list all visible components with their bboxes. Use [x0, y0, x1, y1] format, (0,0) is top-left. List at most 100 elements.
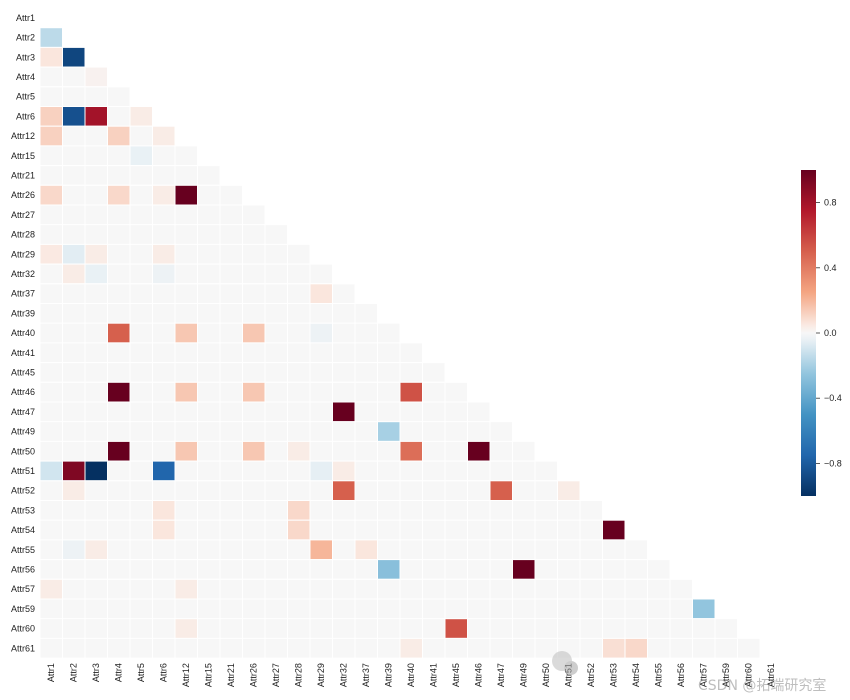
heatmap-cell: [264, 480, 288, 501]
heatmap-cell: [377, 401, 401, 423]
heatmap-cell: [377, 500, 401, 521]
heatmap-cell: [377, 578, 401, 600]
heatmap-cell: [242, 303, 266, 324]
heatmap-cell: [219, 578, 243, 600]
heatmap-cell: [399, 362, 423, 383]
heatmap-cell: [467, 559, 491, 580]
heatmap-cell: [84, 598, 108, 620]
heatmap-cell: [399, 519, 423, 541]
y-tick-label: Attr54: [11, 525, 35, 535]
heatmap-cell: [354, 618, 378, 639]
heatmap-cell: [107, 500, 131, 521]
wechat-logo-icon-small: [564, 661, 578, 675]
heatmap-cell: [309, 303, 333, 324]
heatmap-cell: [174, 283, 198, 304]
heatmap-cell: [512, 519, 536, 541]
heatmap-cell: [399, 480, 423, 501]
heatmap-cell: [174, 204, 198, 226]
heatmap-cell: [129, 578, 153, 600]
heatmap-cell: [309, 460, 333, 482]
x-tick-label: Attr50: [541, 663, 551, 687]
heatmap-cell: [377, 421, 401, 442]
y-tick-label: Attr50: [11, 446, 35, 456]
heatmap-cell: [354, 381, 378, 403]
heatmap-cell: [309, 637, 333, 659]
heatmap-cell: [602, 539, 626, 561]
x-tick-label: Attr41: [429, 663, 439, 687]
heatmap-cell: [354, 322, 378, 344]
heatmap-cell: [197, 204, 221, 226]
heatmap-cell: [84, 381, 108, 403]
heatmap-cell: [354, 480, 378, 501]
heatmap-cell: [242, 322, 266, 344]
x-tick-label: Attr2: [69, 663, 79, 682]
heatmap-cell: [467, 578, 491, 600]
heatmap-cell: [84, 165, 108, 186]
heatmap-cell: [467, 519, 491, 541]
heatmap-cell: [62, 480, 86, 501]
heatmap-cell: [422, 618, 446, 639]
heatmap-cell: [309, 578, 333, 600]
heatmap-cell: [557, 618, 581, 639]
heatmap-cell: [242, 618, 266, 639]
heatmap-cell: [197, 618, 221, 639]
y-tick-label: Attr60: [11, 624, 35, 634]
heatmap-cell: [287, 342, 311, 364]
heatmap-cell: [84, 401, 108, 423]
heatmap-cell: [489, 519, 513, 541]
heatmap-cell: [354, 460, 378, 482]
heatmap-cell: [579, 578, 603, 600]
heatmap-cell: [264, 598, 288, 620]
y-tick-label: Attr49: [11, 427, 35, 437]
heatmap-cell: [107, 283, 131, 304]
heatmap-cell: [444, 440, 468, 462]
heatmap-cell: [242, 519, 266, 541]
heatmap-cell: [422, 421, 446, 442]
heatmap-cell: [534, 598, 558, 620]
heatmap-cell: [39, 224, 63, 245]
x-tick-label: Attr5: [136, 663, 146, 682]
watermark-text: CSDN @拓端研究室: [698, 677, 826, 694]
heatmap-cell: [219, 500, 243, 521]
heatmap-cell: [84, 440, 108, 462]
heatmap-cell: [219, 322, 243, 344]
heatmap-cell: [309, 500, 333, 521]
heatmap-cell: [377, 559, 401, 580]
y-tick-label: Attr52: [11, 486, 35, 496]
heatmap-cell: [107, 559, 131, 580]
heatmap-cell: [332, 559, 356, 580]
heatmap-cell: [174, 578, 198, 600]
heatmap-cell: [287, 263, 311, 285]
heatmap-cell: [512, 559, 536, 580]
heatmap-cell: [197, 578, 221, 600]
heatmap-cell: [444, 381, 468, 403]
heatmap-cell: [489, 500, 513, 521]
heatmap-cell: [152, 303, 176, 324]
heatmap-cell: [39, 460, 63, 482]
heatmap-cell: [377, 322, 401, 344]
x-tick-label: Attr59: [721, 663, 731, 687]
heatmap-cell: [219, 342, 243, 364]
heatmap-cell: [197, 539, 221, 561]
heatmap-cell: [219, 224, 243, 245]
heatmap-cell: [62, 421, 86, 442]
heatmap-cell: [129, 125, 153, 147]
heatmap-cell: [152, 224, 176, 245]
heatmap-cell: [309, 539, 333, 561]
heatmap-cell: [264, 440, 288, 462]
heatmap-cell: [354, 559, 378, 580]
heatmap-cell: [332, 322, 356, 344]
heatmap-cell: [242, 578, 266, 600]
x-tick-label: Attr21: [226, 663, 236, 687]
heatmap-cell: [84, 125, 108, 147]
heatmap-cells: [39, 27, 761, 659]
heatmap-cell: [107, 578, 131, 600]
heatmap-cell: [39, 283, 63, 304]
heatmap-cell: [129, 500, 153, 521]
heatmap-cell: [399, 421, 423, 442]
y-tick-label: Attr61: [11, 643, 35, 653]
heatmap-cell: [84, 342, 108, 364]
heatmap-cell: [174, 342, 198, 364]
y-tick-label: Attr47: [11, 407, 35, 417]
heatmap-cell: [174, 184, 198, 206]
